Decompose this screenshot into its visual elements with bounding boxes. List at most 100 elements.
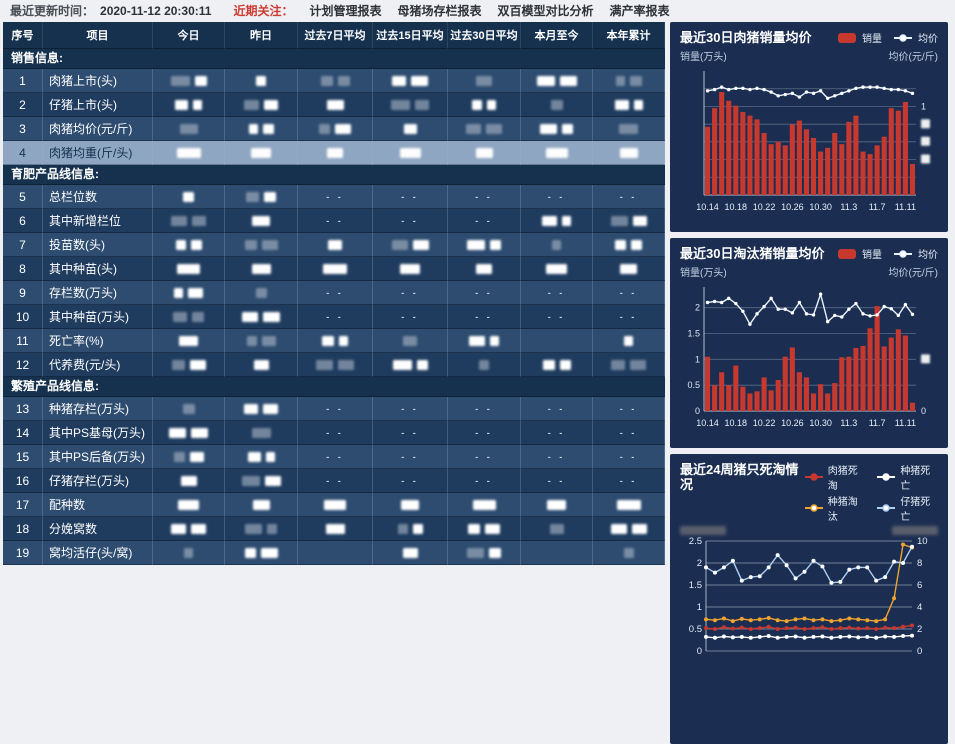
empty-value-dashes: - - bbox=[619, 311, 638, 322]
redacted-value bbox=[631, 239, 642, 250]
redacted-value bbox=[193, 99, 202, 110]
svg-text:11.7: 11.7 bbox=[869, 418, 886, 428]
legend-item-均价[interactable]: 均价 bbox=[894, 246, 938, 261]
legend-item-仔猪死亡[interactable]: 仔猪死亡 bbox=[877, 493, 938, 523]
table-row-1[interactable]: 1 肉猪上市(头) bbox=[3, 69, 665, 93]
empty-value-dashes: - - bbox=[401, 215, 419, 226]
svg-text:0: 0 bbox=[921, 406, 926, 416]
redacted-value bbox=[392, 75, 406, 86]
weekly-death-cull-chart: 2.5 2 1.5 1 0.5 0 10 8 6 4 2 0 bbox=[680, 535, 938, 736]
table-row-14[interactable]: 14 其中PS基母(万头) - - - - - - - - - - bbox=[3, 421, 665, 445]
legend-item-肉猪死淘[interactable]: 肉猪死淘 bbox=[804, 462, 866, 492]
legend-label: 种猪死亡 bbox=[900, 466, 931, 492]
update-time-value: 2020-11-12 20:30:11 bbox=[100, 3, 212, 18]
redacted-value bbox=[179, 335, 198, 346]
redacted-value bbox=[476, 263, 492, 274]
redacted-value bbox=[489, 547, 501, 558]
redacted-value bbox=[469, 335, 485, 346]
legend-item-销量[interactable]: 销量 bbox=[838, 30, 882, 45]
table-cell: - - bbox=[448, 421, 521, 445]
table-row-12[interactable]: 12 代养费(元/头) bbox=[3, 353, 665, 377]
bar-swatch-icon bbox=[838, 248, 856, 259]
table-cell bbox=[373, 257, 448, 281]
table-cell bbox=[593, 233, 665, 257]
column-header: 过去30日平均 bbox=[448, 22, 521, 49]
redacted-value bbox=[472, 499, 496, 510]
table-row-2[interactable]: 2 仔猪上市(头) bbox=[3, 93, 665, 117]
table-row-5[interactable]: 5 总栏位数 - - - - - - - - - - bbox=[3, 185, 665, 209]
topbar-link-2[interactable]: 母猪场存栏报表 bbox=[397, 4, 482, 18]
empty-value-dashes: - - bbox=[547, 287, 566, 298]
table-row-19[interactable]: 19 窝均活仔(头/窝) bbox=[3, 541, 665, 565]
topbar-link-1[interactable]: 计划管理报表 bbox=[309, 4, 382, 18]
row-number: 4 bbox=[3, 141, 43, 165]
svg-text:8: 8 bbox=[917, 558, 922, 569]
empty-value-dashes: - - bbox=[401, 403, 419, 414]
table-cell bbox=[521, 329, 593, 353]
redacted-value bbox=[192, 215, 206, 226]
legend-label: 仔猪死亡 bbox=[900, 497, 931, 523]
table-row-17[interactable]: 17 配种数 bbox=[3, 493, 665, 517]
legend-item-销量[interactable]: 销量 bbox=[838, 246, 882, 261]
table-row-10[interactable]: 10 其中种苗(万头) - - - - - - - - - - bbox=[3, 305, 665, 329]
redacted-value bbox=[242, 311, 258, 322]
table-cell: - - bbox=[448, 469, 521, 493]
table-cell bbox=[298, 541, 373, 565]
table-cell: - - bbox=[448, 445, 521, 469]
table-row-9[interactable]: 9 存栏数(万头) - - - - - - - - - - bbox=[3, 281, 665, 305]
table-cell bbox=[225, 93, 298, 117]
pig-sales-price-chart: 1 10.14 10.18 10.22 10.26 10.30 11.3 11.7 11.11 bbox=[680, 63, 938, 224]
empty-value-dashes: - - bbox=[619, 427, 638, 438]
table-cell bbox=[225, 469, 298, 493]
table-row-15[interactable]: 15 其中PS后备(万头) - - - - - - - - - - bbox=[3, 445, 665, 469]
legend-item-种猪死亡[interactable]: 种猪死亡 bbox=[877, 462, 938, 492]
legend-item-种猪淘汰[interactable]: 种猪淘汰 bbox=[804, 493, 866, 523]
table-row-8[interactable]: 8 其中种苗(头) bbox=[3, 257, 665, 281]
redacted-value bbox=[190, 239, 202, 250]
legend-label: 销量 bbox=[862, 250, 882, 261]
svg-text:2: 2 bbox=[695, 303, 700, 313]
redacted-value bbox=[631, 523, 647, 534]
table-row-3[interactable]: 3 肉猪均价(元/斤) bbox=[3, 117, 665, 141]
svg-text:4: 4 bbox=[917, 602, 922, 613]
table-row-13[interactable]: 13 种猪存栏(万头) - - - - - - - - - - bbox=[3, 397, 665, 421]
table-cell: - - bbox=[373, 305, 448, 329]
row-number: 3 bbox=[3, 117, 43, 141]
svg-text:1: 1 bbox=[921, 101, 926, 111]
table-cell: - - bbox=[373, 445, 448, 469]
redacted-value bbox=[246, 191, 259, 202]
table-row-16[interactable]: 16 仔猪存栏(万头) - - - - - - - - - - bbox=[3, 469, 665, 493]
redacted-value bbox=[325, 523, 345, 534]
table-cell bbox=[448, 93, 521, 117]
row-number: 5 bbox=[3, 185, 43, 209]
table-row-4[interactable]: 4 肉猪均重(斤/头) bbox=[3, 141, 665, 165]
redacted-value bbox=[559, 75, 577, 86]
redacted-value bbox=[169, 427, 186, 438]
redacted-value bbox=[178, 499, 199, 510]
legend-item-均价[interactable]: 均价 bbox=[894, 30, 938, 45]
table-cell bbox=[373, 141, 448, 165]
row-label: 投苗数(头) bbox=[43, 233, 153, 257]
table-cell: - - bbox=[298, 209, 373, 233]
table-row-6[interactable]: 6 其中新增栏位 - - - - - - bbox=[3, 209, 665, 233]
redacted-value bbox=[323, 263, 347, 274]
redacted-value bbox=[550, 99, 563, 110]
redacted-value bbox=[411, 75, 428, 86]
table-cell: - - bbox=[593, 185, 665, 209]
table-cell bbox=[225, 421, 298, 445]
redacted-value bbox=[412, 239, 429, 250]
redacted-value bbox=[255, 287, 267, 298]
table-row-18[interactable]: 18 分娩窝数 bbox=[3, 517, 665, 541]
empty-value-dashes: - - bbox=[547, 475, 566, 486]
table-row-7[interactable]: 7 投苗数(头) bbox=[3, 233, 665, 257]
topbar-link-4[interactable]: 满产率报表 bbox=[609, 4, 670, 18]
redacted-value bbox=[468, 523, 480, 534]
redacted-value bbox=[171, 359, 185, 370]
table-cell: - - bbox=[521, 397, 593, 421]
redacted-value bbox=[391, 99, 410, 110]
table-row-11[interactable]: 11 死亡率(%) bbox=[3, 329, 665, 353]
topbar-link-3[interactable]: 双百模型对比分析 bbox=[497, 4, 594, 18]
redacted-value bbox=[264, 191, 276, 202]
empty-value-dashes: - - bbox=[619, 451, 638, 462]
table-cell bbox=[225, 329, 298, 353]
